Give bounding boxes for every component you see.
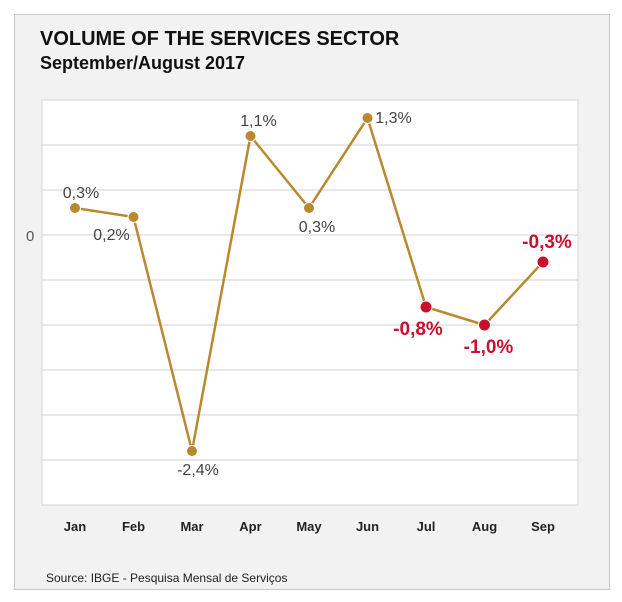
y-zero-label: 0 — [26, 228, 34, 245]
chart-title: VOLUME OF THE SERVICES SECTOR — [40, 28, 400, 50]
x-tick-label: Feb — [122, 519, 145, 534]
data-label: 0,3% — [63, 185, 99, 202]
data-point — [244, 130, 257, 142]
x-tick-label: Apr — [239, 519, 261, 534]
x-tick-label: Sep — [531, 519, 555, 534]
plot-area — [41, 99, 579, 506]
source-note: Source: IBGE - Pesquisa Mensal de Serviç… — [46, 571, 288, 585]
data-label: -0,3% — [522, 232, 572, 253]
data-label: 1,1% — [240, 113, 276, 130]
data-label: -2,4% — [177, 462, 219, 479]
data-point — [361, 112, 374, 124]
data-label: 0,3% — [299, 219, 335, 236]
x-tick-label: Jul — [417, 519, 436, 534]
data-point — [69, 202, 81, 214]
data-point — [536, 255, 550, 269]
x-tick-label: Jan — [64, 519, 86, 534]
x-tick-label: Mar — [180, 519, 203, 534]
x-tick-label: Jun — [356, 519, 379, 534]
data-point — [186, 445, 198, 457]
data-label: -0,8% — [393, 319, 443, 340]
data-label: 1,3% — [375, 110, 411, 127]
data-point — [419, 300, 433, 314]
data-label: -1,0% — [464, 337, 514, 358]
chart-subtitle: September/August 2017 — [40, 53, 246, 73]
x-tick-label: May — [296, 519, 322, 534]
x-tick-label: Aug — [472, 519, 497, 534]
data-point — [303, 202, 315, 214]
data-point — [478, 318, 491, 332]
data-point — [127, 211, 140, 223]
data-label: 0,2% — [93, 227, 129, 244]
